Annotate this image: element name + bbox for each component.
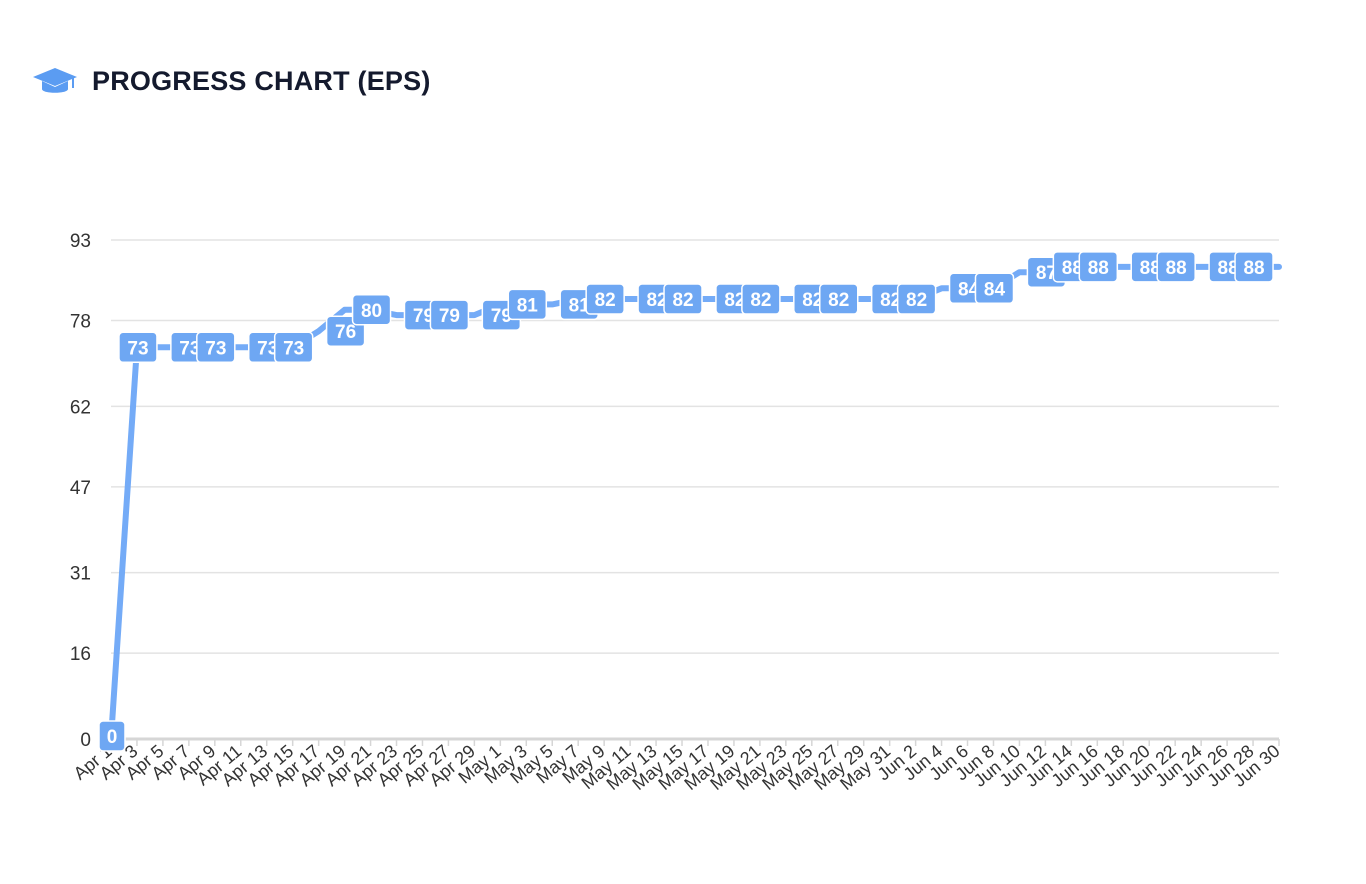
data-label-box (273, 331, 314, 364)
data-label: 79 (491, 306, 512, 327)
data-label-box (196, 331, 236, 364)
data-label-box (974, 272, 1015, 305)
data-label: 82 (802, 290, 823, 311)
data-label: 88 (1088, 258, 1109, 279)
data-label: 84 (958, 279, 980, 300)
data-label: 88 (1140, 258, 1161, 279)
data-label: 88 (1243, 258, 1264, 279)
data-label: 84 (984, 279, 1006, 300)
y-tick-label: 47 (70, 478, 91, 499)
data-label: 73 (205, 338, 226, 359)
data-label-box (1234, 251, 1274, 283)
data-label-box (1156, 251, 1196, 283)
data-label-box (351, 294, 392, 326)
data-label: 81 (517, 295, 539, 316)
data-label: 87 (1036, 263, 1057, 284)
data-label-box (741, 283, 781, 315)
y-tick-label: 78 (70, 311, 91, 332)
data-label: 73 (179, 338, 200, 359)
data-label: 0 (107, 727, 118, 748)
data-label: 82 (828, 290, 849, 311)
y-tick-label: 16 (70, 644, 91, 665)
y-tick-label: 0 (80, 730, 91, 751)
data-label: 88 (1218, 258, 1239, 279)
data-label: 82 (906, 290, 927, 311)
data-label: 79 (439, 306, 460, 327)
data-label-box (663, 283, 703, 315)
data-label: 81 (569, 295, 591, 316)
y-tick-label: 31 (70, 564, 91, 585)
data-label-box (118, 331, 158, 364)
graduation-cap-icon (33, 68, 77, 93)
data-label: 80 (361, 301, 382, 322)
data-label: 73 (127, 338, 148, 359)
chart-header: PROGRESS CHART (EPS) (32, 60, 431, 102)
data-label-box (98, 720, 126, 752)
data-label-box (819, 283, 859, 315)
data-label: 76 (335, 322, 356, 343)
data-label-box (507, 288, 548, 321)
data-label: 82 (750, 290, 771, 311)
data-label-box (585, 283, 625, 315)
data-label: 79 (413, 306, 434, 327)
data-label-box (1078, 251, 1119, 283)
y-tick-label: 93 (70, 231, 91, 252)
data-label: 82 (880, 290, 901, 311)
data-label: 82 (646, 290, 667, 311)
data-label: 88 (1062, 258, 1083, 279)
data-label: 82 (724, 290, 745, 311)
data-label: 82 (672, 290, 693, 311)
data-label: 73 (283, 338, 304, 359)
chart-title: PROGRESS CHART (EPS) (92, 65, 431, 96)
y-tick-label: 62 (70, 397, 91, 418)
data-label-box (896, 283, 937, 315)
data-label-box (429, 299, 470, 331)
data-label: 82 (595, 290, 616, 311)
data-label: 88 (1166, 258, 1187, 279)
data-label: 73 (257, 338, 278, 359)
